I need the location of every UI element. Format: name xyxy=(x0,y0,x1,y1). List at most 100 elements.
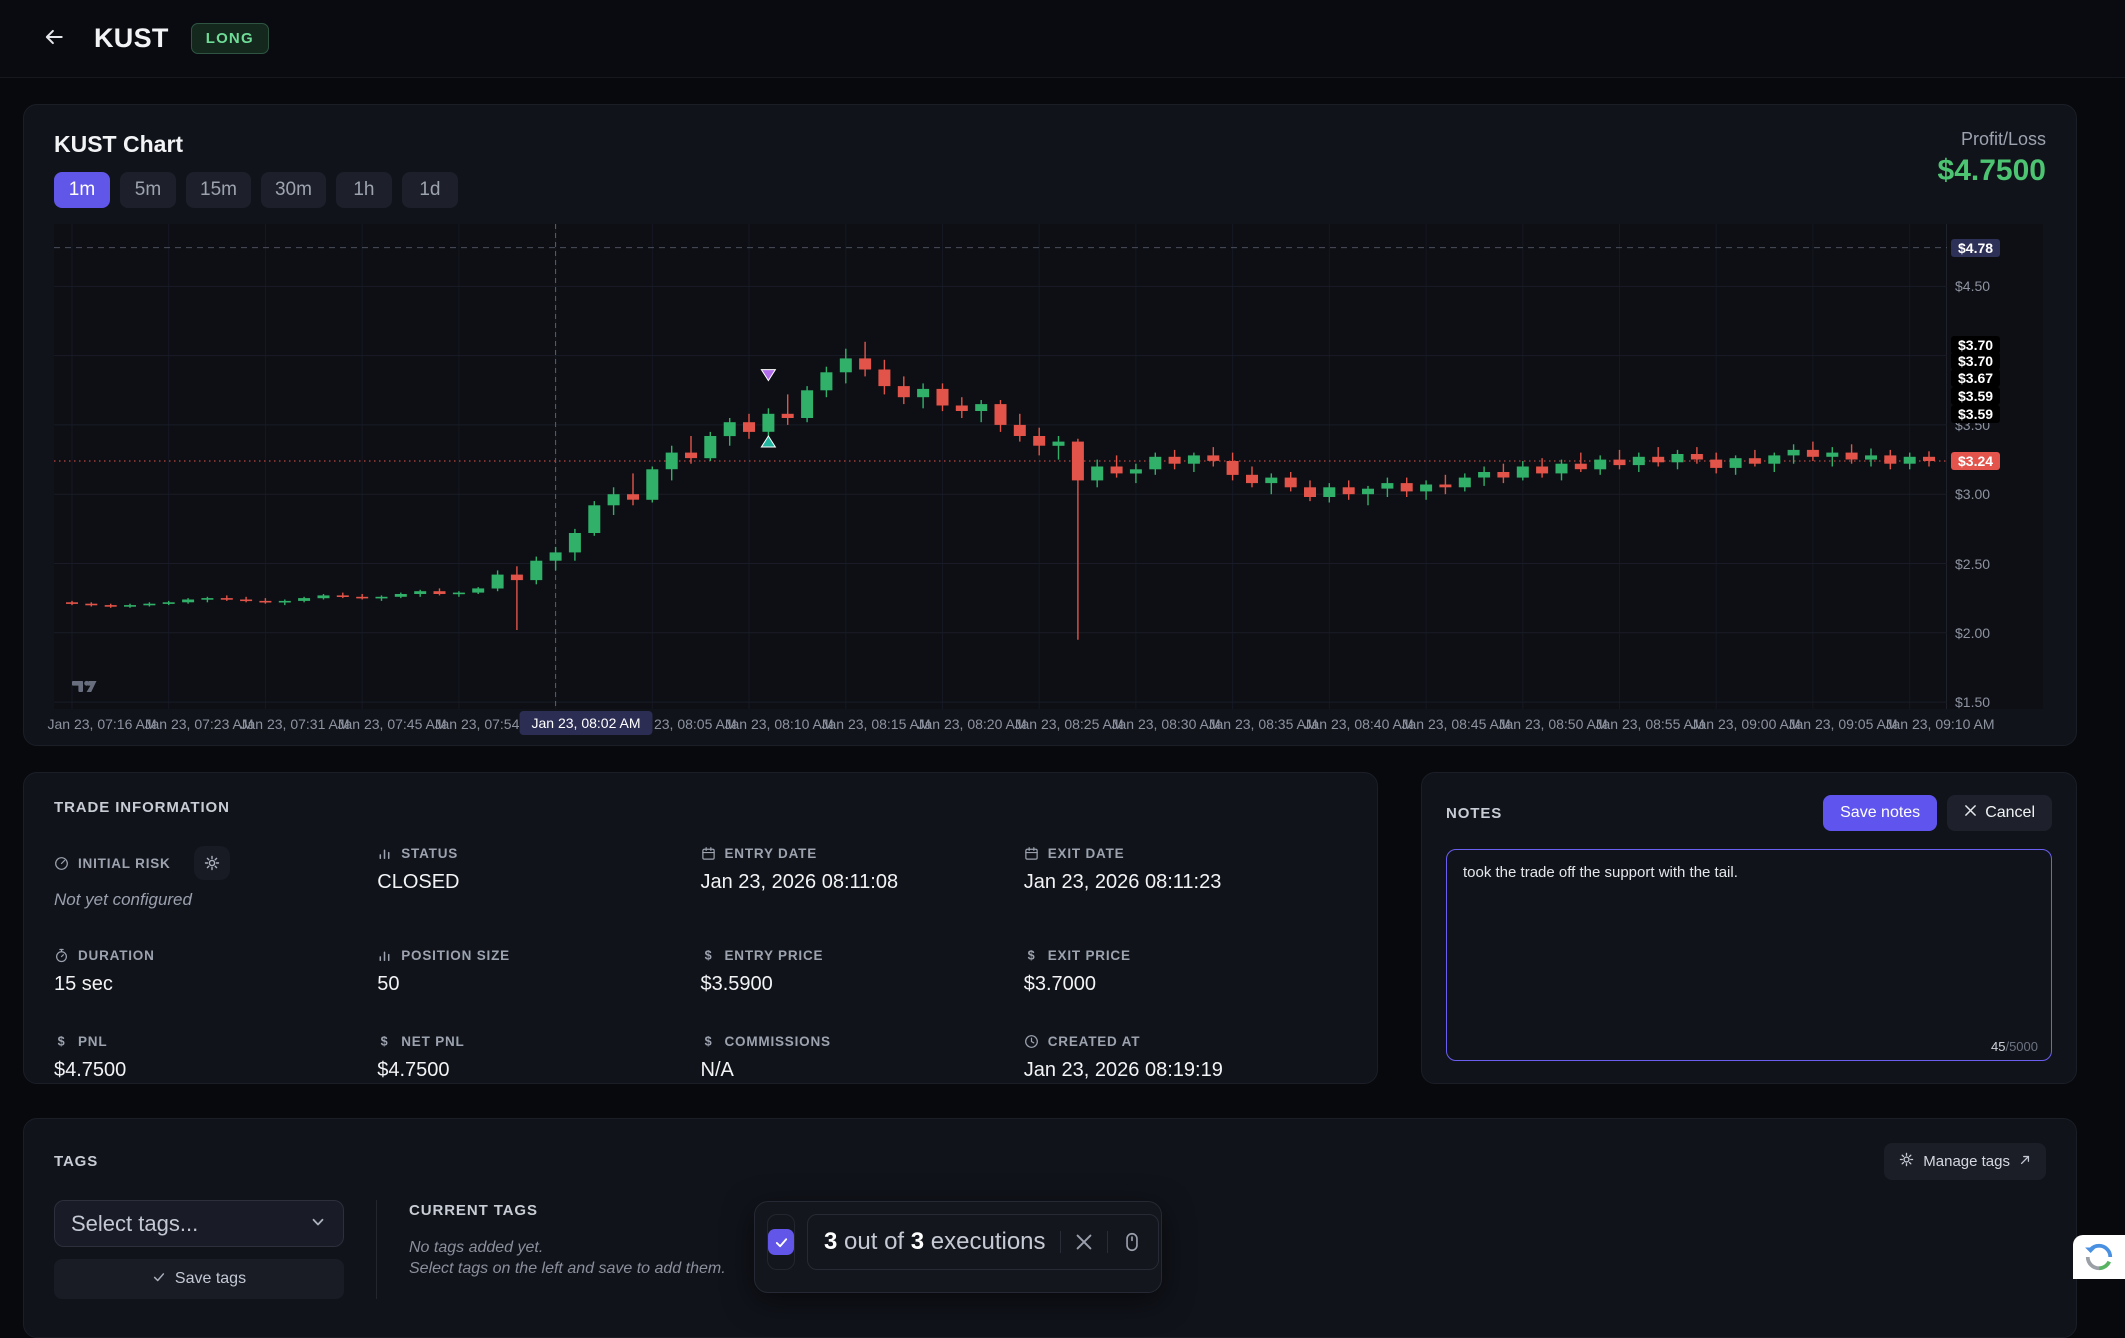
page-title: KUST xyxy=(94,23,169,53)
price-label: $1.50 xyxy=(1955,694,1991,710)
char-counter: 45/5000 xyxy=(1990,1039,2038,1054)
current-tags-title: CURRENT TAGS xyxy=(409,1202,538,1219)
stopwatch-icon xyxy=(54,948,69,963)
svg-text:$: $ xyxy=(704,949,712,963)
chart-card: KUST Chart 1m 5m 15m 30m 1h 1d Profit/Loss $4… xyxy=(23,104,2077,746)
time-label: Jan 23, 07:16 AM xyxy=(47,716,157,732)
crosshair-time-tooltip: Jan 23, 08:02 AM xyxy=(519,711,653,735)
timeframe-button-5m[interactable]: 5m xyxy=(120,172,176,208)
top-bar: KUST LONG xyxy=(0,0,2125,78)
time-label: Jan 23, 08:25 AM xyxy=(1014,716,1124,732)
manage-tags-button[interactable]: Manage tags xyxy=(1884,1143,2046,1180)
divider xyxy=(1059,1231,1061,1253)
svg-text:$: $ xyxy=(381,1035,389,1049)
profit-loss-box: Profit/Loss $4.7500 xyxy=(1938,129,2046,188)
timeframe-button-1d[interactable]: 1d xyxy=(401,172,458,208)
info-item-created-at: CREATED AT Jan 23, 2026 08:19:19 xyxy=(1023,1034,1223,1081)
dollar-icon: $ xyxy=(701,948,716,963)
recaptcha-badge[interactable] xyxy=(2073,1235,2125,1279)
price-label: $3.70 xyxy=(1951,352,2001,370)
price-label: $3.67 xyxy=(1951,369,2001,387)
cancel-notes-button[interactable]: Cancel xyxy=(1947,795,2052,831)
price-axis: $4.78 $4.50 $3.50 $3.00 $2.50 $2.00 $1.50 $3.70… xyxy=(1947,224,2043,710)
info-item-initial-risk: INITIAL RISK Not yet configured xyxy=(54,846,377,910)
divider xyxy=(1106,1231,1108,1253)
entry-marker xyxy=(760,435,777,448)
time-label: Jan 23, 08:15 AM xyxy=(821,716,931,732)
tags-empty-line2: Select tags on the left and save to add … xyxy=(409,1260,726,1277)
price-label: $3.59 xyxy=(1951,387,2001,405)
info-item-net-pnl: $ NET PNL $4.7500 xyxy=(377,1034,465,1081)
time-label: Jan 23, 07:23 AM xyxy=(144,716,254,732)
close-executions-button[interactable] xyxy=(1075,1233,1093,1251)
timeframe-row: 1m 5m 15m 30m 1h 1d xyxy=(54,172,2046,208)
price-label: $4.50 xyxy=(1955,278,1991,294)
check-icon xyxy=(152,1270,166,1289)
timeframe-button-30m[interactable]: 30m xyxy=(260,172,326,208)
time-label: Jan 23, 08:05 AM xyxy=(627,716,737,732)
chevron-down-icon xyxy=(309,1211,327,1237)
initial-risk-settings-button[interactable] xyxy=(193,846,230,880)
profit-loss-label: Profit/Loss xyxy=(1960,129,2046,149)
timeframe-button-1m[interactable]: 1m xyxy=(54,172,110,208)
info-item-entry-date: ENTRY DATE Jan 23, 2026 08:11:08 xyxy=(700,846,899,893)
svg-text:$: $ xyxy=(704,1035,712,1049)
exit-marker xyxy=(760,369,777,382)
dollar-icon: $ xyxy=(1024,948,1039,963)
close-icon xyxy=(1964,804,1977,822)
trade-info-card: TRADE INFORMATION INITIAL RISK Not yet co… xyxy=(23,772,1378,1084)
price-label: $3.59 xyxy=(1951,405,2001,423)
executions-pill: 3 out of 3 executions xyxy=(807,1214,1159,1270)
time-label: Jan 23, 07:45 AM xyxy=(337,716,447,732)
time-label: Jan 23, 08:40 AM xyxy=(1304,716,1414,732)
candlestick-chart[interactable] xyxy=(54,224,1947,709)
select-tags-dropdown[interactable]: Select tags... xyxy=(54,1200,344,1247)
divider xyxy=(376,1200,377,1299)
time-label: Jan 23, 08:30 AM xyxy=(1111,716,1221,732)
time-label: Jan 23, 08:10 AM xyxy=(724,716,834,732)
time-label: Jan 23, 08:50 AM xyxy=(1498,716,1608,732)
tags-title: TAGS xyxy=(54,1153,99,1170)
time-label: Jan 23, 08:55 AM xyxy=(1595,716,1705,732)
chart-title: KUST Chart xyxy=(54,131,184,157)
price-label: $4.78 xyxy=(1951,239,2001,257)
dollar-icon: $ xyxy=(377,1034,392,1049)
info-item-duration: DURATION 15 sec xyxy=(54,948,155,995)
back-button[interactable] xyxy=(36,21,72,57)
notes-textarea[interactable]: took the trade off the support with the … xyxy=(1446,849,2052,1061)
time-label: Jan 23, 09:00 AM xyxy=(1691,716,1801,732)
info-item-status: STATUS CLOSED xyxy=(377,846,460,893)
price-label: $3.24 xyxy=(1951,452,2001,470)
time-label: Jan 23, 09:05 AM xyxy=(1788,716,1898,732)
bars-icon xyxy=(377,948,392,963)
executions-checkbox[interactable] xyxy=(768,1229,794,1255)
timeframe-button-1h[interactable]: 1h xyxy=(335,172,392,208)
executions-checkbox-cell xyxy=(767,1214,795,1270)
time-label: Jan 23, 09:10 AM xyxy=(1885,716,1995,732)
calendar-icon xyxy=(1024,846,1039,861)
info-item-exit-date: EXIT DATE Jan 23, 2026 08:11:23 xyxy=(1023,846,1222,893)
svg-text:$: $ xyxy=(1027,949,1035,963)
price-label: $3.70 xyxy=(1951,336,2001,354)
chart-area: $4.78 $4.50 $3.50 $3.00 $2.50 $2.00 $1.50 $3.70… xyxy=(54,224,2046,710)
side-badge: LONG xyxy=(190,23,269,54)
time-axis: Jan 23, 07:16 AM Jan 23, 07:23 AM Jan 23, … xyxy=(48,709,1994,737)
trade-info-grid: INITIAL RISK Not yet configured STATUS CLOS… xyxy=(54,846,1347,1082)
calendar-icon xyxy=(701,846,716,861)
tradingview-logo[interactable] xyxy=(72,678,104,695)
info-item-position-size: POSITION SIZE 50 xyxy=(377,948,510,995)
svg-text:$: $ xyxy=(58,1035,66,1049)
save-tags-button[interactable]: Save tags xyxy=(54,1259,344,1299)
save-notes-button[interactable]: Save notes xyxy=(1823,795,1938,831)
time-label: Jan 23, 08:45 AM xyxy=(1401,716,1511,732)
profit-loss-value: $4.7500 xyxy=(1937,154,2046,187)
back-arrow-icon xyxy=(43,26,65,51)
executions-bar: 3 out of 3 executions xyxy=(754,1201,1162,1293)
time-label: Jan 23, 08:35 AM xyxy=(1208,716,1318,732)
notes-card: NOTES Save notes Cancel took the trade o… xyxy=(1421,772,2077,1084)
price-label: $2.00 xyxy=(1955,625,1991,641)
timeframe-button-15m[interactable]: 15m xyxy=(186,172,251,208)
mouse-icon-button[interactable] xyxy=(1122,1231,1142,1253)
info-item-exit-price: $ EXIT PRICE $3.7000 xyxy=(1023,948,1131,995)
time-label: Jan 23, 08:20 AM xyxy=(917,716,1027,732)
